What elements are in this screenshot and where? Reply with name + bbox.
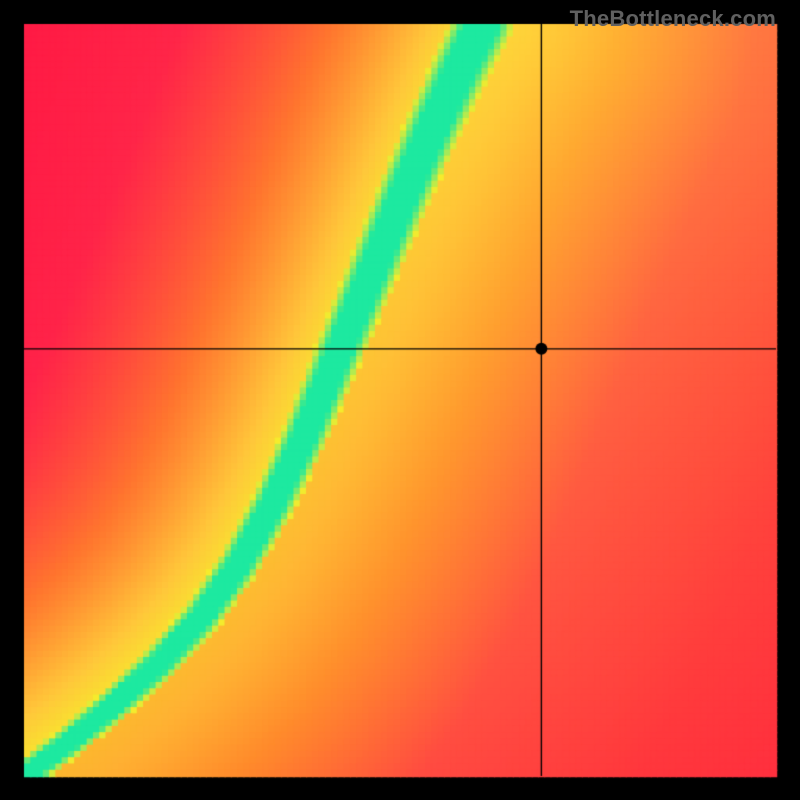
watermark-text: TheBottleneck.com — [570, 6, 776, 32]
bottleneck-heatmap — [0, 0, 800, 800]
chart-container: TheBottleneck.com — [0, 0, 800, 800]
